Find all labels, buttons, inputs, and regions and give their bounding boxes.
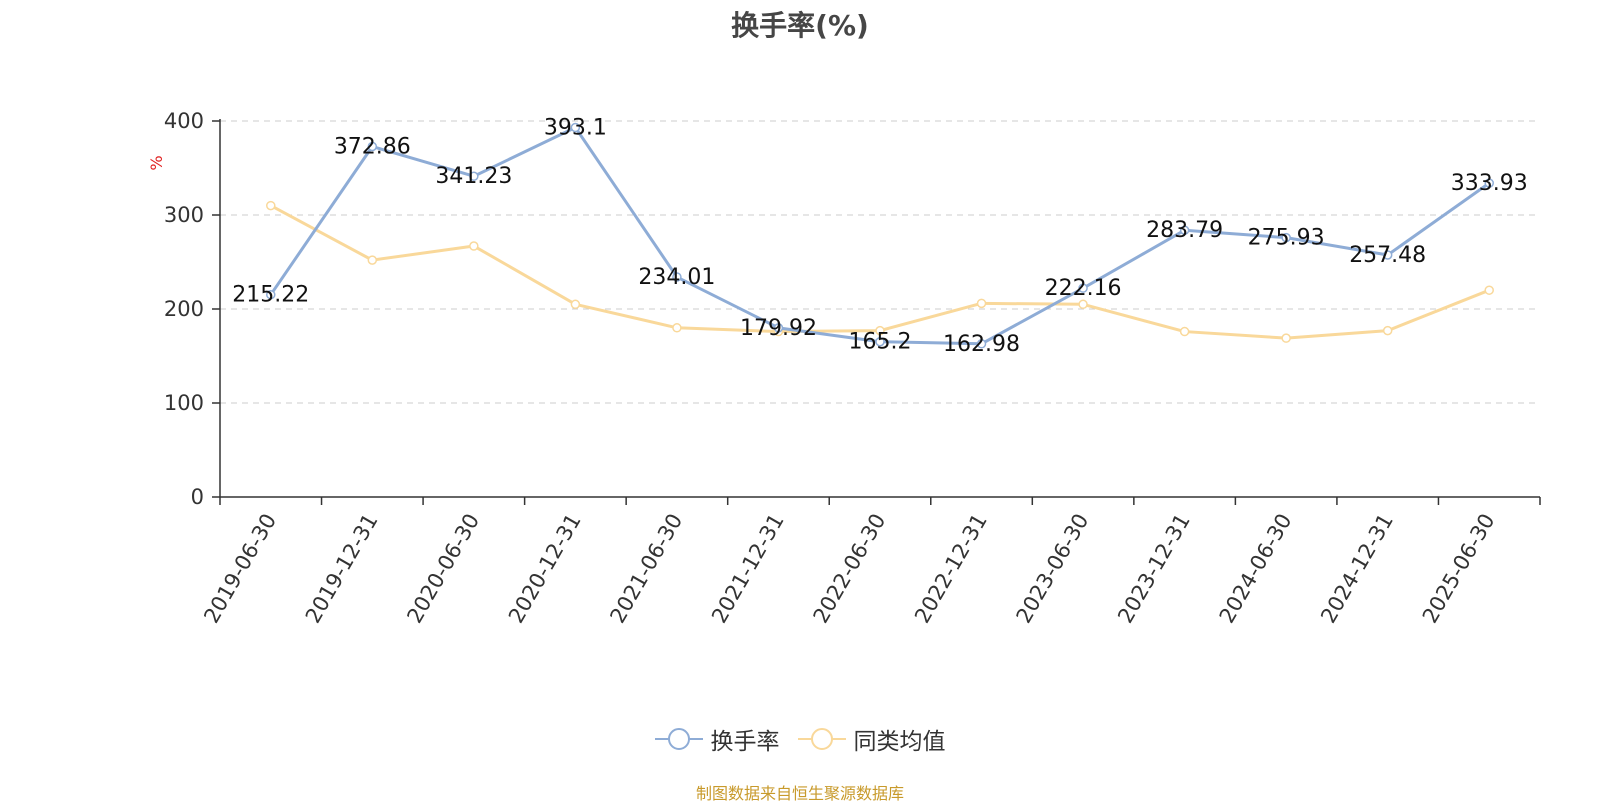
- x-tick-label: 2020-12-31: [504, 510, 586, 628]
- data-point[interactable]: [1281, 333, 1291, 343]
- data-label: 333.93: [1451, 171, 1528, 196]
- data-label: 179.92: [740, 316, 817, 341]
- data-point[interactable]: [1179, 225, 1190, 235]
- x-tick-label: 2022-12-31: [910, 510, 992, 628]
- data-label: 372.86: [334, 135, 411, 160]
- data-point[interactable]: [570, 299, 581, 310]
- y-tick-label: 400: [164, 109, 204, 133]
- data-point[interactable]: [875, 336, 885, 347]
- legend-marker-icon: [797, 728, 846, 750]
- data-point[interactable]: [1179, 326, 1190, 337]
- data-point[interactable]: [1484, 285, 1494, 295]
- legend: 换手率 同类均值: [0, 722, 1600, 756]
- data-point[interactable]: [672, 323, 682, 333]
- x-tick-label: 2020-06-30: [402, 510, 484, 628]
- data-point[interactable]: [1382, 250, 1393, 260]
- x-tick-label: 2024-12-31: [1316, 510, 1398, 628]
- grid-lines: [220, 120, 1540, 404]
- data-point[interactable]: [1484, 178, 1494, 188]
- data-label: 165.2: [849, 330, 912, 355]
- data-point[interactable]: [1078, 283, 1088, 293]
- data-point[interactable]: [266, 200, 276, 211]
- data-point[interactable]: [367, 141, 378, 152]
- x-tick-label: 2019-12-31: [301, 510, 383, 628]
- data-point[interactable]: [672, 272, 682, 282]
- data-point[interactable]: [266, 289, 276, 300]
- series-lines: [266, 122, 1494, 349]
- data-point[interactable]: [1382, 325, 1393, 336]
- y-tick-label: 300: [164, 203, 204, 227]
- data-point[interactable]: [976, 298, 987, 309]
- legend-marker-icon: [654, 728, 703, 750]
- data-label: 393.1: [544, 115, 607, 140]
- data-label: 215.22: [232, 283, 309, 308]
- line-chart: 0 100 200 300 400 2019-06-30 2019-12-31 2020-06…: [147, 109, 1541, 628]
- data-label: 257.48: [1349, 243, 1426, 268]
- data-point[interactable]: [1078, 299, 1088, 310]
- legend-item-series-2[interactable]: 同类均值: [797, 722, 946, 756]
- x-tick-label: 2021-12-31: [707, 510, 789, 628]
- data-point[interactable]: [976, 339, 987, 349]
- data-label: 341.23: [435, 164, 512, 189]
- y-axis-unit-label: %: [147, 155, 166, 170]
- data-point[interactable]: [773, 323, 784, 333]
- y-tick-label: 0: [191, 485, 204, 509]
- data-label: 283.79: [1146, 218, 1223, 243]
- data-point[interactable]: [570, 122, 581, 133]
- x-tick-label: 2023-12-31: [1113, 510, 1195, 628]
- x-tick-label: 2021-06-30: [605, 510, 687, 628]
- data-point[interactable]: [1281, 232, 1291, 243]
- x-tick-label: 2024-06-30: [1215, 510, 1297, 628]
- data-label: 275.93: [1248, 226, 1325, 251]
- data-point[interactable]: [469, 171, 479, 181]
- legend-label: 同类均值: [853, 729, 946, 755]
- data-label: 234.01: [638, 265, 715, 290]
- data-point[interactable]: [469, 241, 479, 251]
- x-tick-label: 2022-06-30: [809, 510, 891, 628]
- data-label: 162.98: [943, 332, 1020, 357]
- axes: 0 100 200 300 400 2019-06-30 2019-12-31 2020-06…: [164, 109, 1541, 628]
- y-tick-label: 100: [164, 391, 204, 415]
- data-point[interactable]: [875, 325, 885, 336]
- y-tick-label: 200: [164, 297, 204, 321]
- data-labels: 215.22 372.86 341.23 393.1 234.01 179.92 165.2…: [232, 115, 1527, 356]
- x-tick-label: 2023-06-30: [1012, 510, 1094, 628]
- data-point[interactable]: [367, 255, 378, 265]
- data-label: 222.16: [1045, 276, 1122, 301]
- source-footnote: 制图数据来自恒生聚源数据库: [695, 784, 904, 803]
- chart-title: 换手率(%): [731, 9, 869, 42]
- legend-label: 换手率: [710, 729, 780, 755]
- legend-item-series-1[interactable]: 换手率: [654, 722, 780, 756]
- x-tick-label: 2019-06-30: [199, 510, 281, 628]
- x-tick-label: 2025-06-30: [1418, 510, 1500, 628]
